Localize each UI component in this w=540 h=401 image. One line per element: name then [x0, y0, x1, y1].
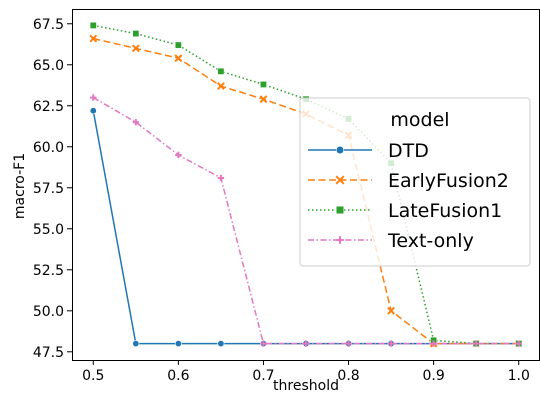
legend-label-earlyfusion2: EarlyFusion2	[388, 170, 509, 192]
x-tick-label-3: 0.8	[337, 368, 359, 384]
data-point-dtd-0	[89, 107, 97, 115]
legend-title: model	[390, 109, 449, 131]
legend-label-latefusion1: LateFusion1	[388, 200, 502, 222]
data-point-earlyfusion2-1	[131, 44, 140, 53]
x-tick-label-2: 0.7	[252, 368, 274, 384]
y-tick-label-3: 55.0	[33, 222, 64, 238]
data-point-text-only-5	[302, 340, 310, 347]
y-axis: 47.5 50.0 52.5 55.0 57.5 60.0 62.5 65.0 67.5	[33, 17, 72, 361]
data-point-earlyfusion2-4	[259, 95, 268, 104]
legend-label-text-only: Text-only	[387, 230, 474, 252]
legend-item-dtd: DTD	[308, 140, 429, 162]
data-point-latefusion1-4	[259, 80, 267, 88]
legend-box	[299, 97, 531, 267]
y-tick-label-2: 52.5	[33, 263, 64, 279]
x-axis: 0.5 0.6 0.7 0.8 0.9 1.0	[82, 360, 530, 384]
legend-marker-earlyfusion2	[335, 175, 345, 185]
data-point-text-only-9	[472, 340, 480, 347]
legend-item-earlyfusion2: EarlyFusion2	[308, 170, 509, 192]
data-point-latefusion1-2	[174, 41, 182, 49]
x-tick-label-1: 0.6	[167, 368, 189, 384]
y-axis-label: macro-F1	[12, 153, 28, 219]
data-point-latefusion1-3	[217, 67, 225, 75]
legend: model DTD EarlyFusion2 LateFusion1 Text-onl…	[299, 97, 531, 267]
data-point-text-only-7	[387, 340, 395, 347]
y-tick-label-5: 60.0	[33, 140, 64, 156]
x-tick-label-5: 1.0	[508, 368, 530, 384]
data-point-text-only-8	[430, 340, 437, 347]
y-tick-label-7: 65.0	[33, 58, 64, 74]
x-axis-label: threshold	[273, 378, 339, 394]
legend-marker-latefusion1	[335, 205, 345, 215]
legend-item-latefusion1: LateFusion1	[308, 200, 502, 222]
data-point-latefusion1-1	[132, 30, 140, 38]
series-text-only	[90, 94, 522, 347]
series-line-latefusion1	[93, 24, 519, 345]
data-point-earlyfusion2-0	[89, 34, 98, 43]
data-point-text-only-3	[217, 174, 225, 182]
y-tick-label-1: 50.0	[33, 304, 64, 320]
y-tick-label-6: 62.5	[33, 99, 64, 115]
legend-label-dtd: DTD	[388, 140, 429, 162]
legend-marker-dtd	[335, 145, 345, 155]
legend-marker-text-only	[336, 236, 344, 244]
data-point-text-only-1	[132, 118, 140, 126]
data-point-text-only-0	[90, 94, 97, 101]
y-tick-label-8: 67.5	[33, 17, 64, 33]
y-tick-label-0: 47.5	[33, 345, 64, 361]
data-point-text-only-2	[175, 151, 182, 159]
data-point-dtd-2	[174, 340, 182, 348]
x-tick-label-4: 0.9	[423, 368, 445, 384]
legend-item-text-only: Text-only	[308, 230, 474, 252]
data-point-text-only-4	[260, 340, 267, 347]
y-tick-label-4: 57.5	[33, 181, 64, 197]
data-point-text-only-6	[345, 340, 352, 347]
data-point-earlyfusion2-3	[217, 82, 225, 90]
data-point-earlyfusion2-2	[174, 54, 183, 63]
data-point-text-only-10	[515, 340, 522, 347]
data-point-dtd-3	[217, 340, 225, 348]
data-point-latefusion1-0	[89, 21, 97, 29]
data-point-earlyfusion2-7	[387, 306, 395, 315]
data-point-dtd-1	[132, 340, 140, 348]
x-tick-label-0: 0.5	[82, 368, 104, 384]
